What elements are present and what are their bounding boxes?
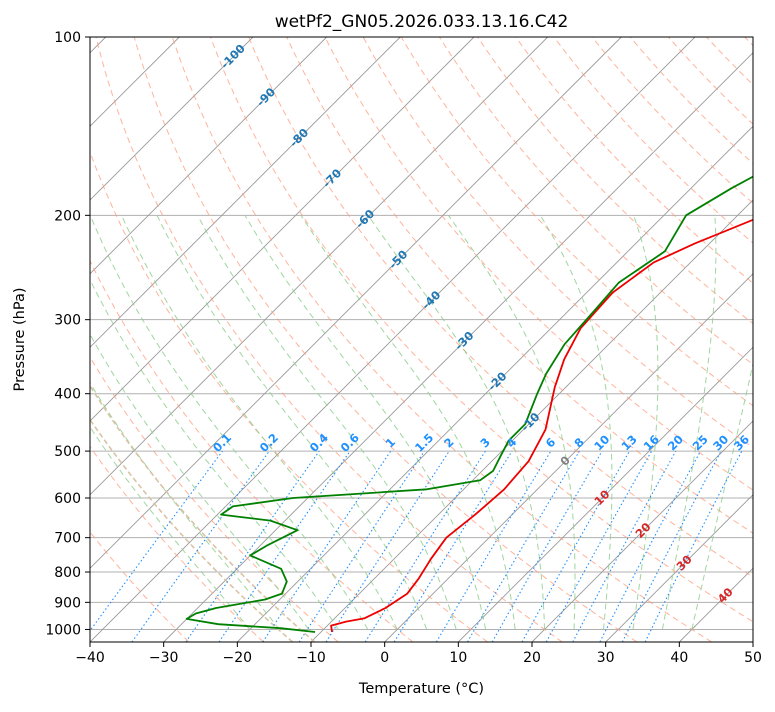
- y-axis-label: Pressure (hPa): [12, 287, 28, 391]
- x-tick-label: −20: [223, 650, 253, 666]
- moist-adiabat-line: [0, 215, 250, 629]
- dry-adiabat-line: [0, 37, 338, 642]
- plot-area: [0, 37, 775, 642]
- mixing-ratio-line: [436, 451, 551, 642]
- y-tick-label: 300: [54, 313, 81, 329]
- mixing-ratio-line: [365, 451, 485, 642]
- zero-isotherm-label: 0: [557, 453, 573, 469]
- mixing-ratio-line: [468, 451, 580, 642]
- moist-adiabat-line: [12, 215, 279, 629]
- dry-adiabat-line: [668, 37, 775, 642]
- y-tick-label: 900: [54, 595, 81, 611]
- x-tick-label: 30: [597, 650, 615, 666]
- dry-adiabat-line: [134, 37, 637, 642]
- x-tick-label: 20: [523, 650, 541, 666]
- isotherm-line: [237, 37, 775, 642]
- dry-adiabat-line: [0, 37, 264, 642]
- isotherm-line: [458, 37, 775, 642]
- isotherm-line: [16, 37, 621, 642]
- isotherm-line: [679, 37, 775, 642]
- mixing-ratio-label: 25: [690, 432, 711, 453]
- mixing-ratio-line: [219, 451, 350, 642]
- plot-frame: [90, 37, 753, 642]
- y-tick-label: 500: [54, 444, 81, 460]
- isotherm-line: [311, 37, 775, 642]
- mixing-ratio-label: 3: [477, 435, 493, 451]
- mixing-ratio-label: 30: [710, 432, 731, 453]
- reference-curve-line: [0, 37, 315, 642]
- isotherm-label: -80: [287, 125, 312, 150]
- mixing-ratio-label: 4: [504, 435, 520, 451]
- mixing-ratio-line: [573, 451, 676, 642]
- x-tick-label: 40: [670, 650, 688, 666]
- isotherm-line: [0, 37, 474, 642]
- dry-adiabat-line: [745, 37, 775, 642]
- dry-adiabat-line: [0, 37, 189, 642]
- x-tick-label: −30: [149, 650, 179, 666]
- y-tick-label: 100: [54, 30, 81, 46]
- x-tick-label: −40: [75, 650, 105, 666]
- dry-adiabat-line: [20, 37, 413, 642]
- isotherm-line: [385, 37, 775, 642]
- dry-adiabat-line: [554, 37, 775, 642]
- mixing-ratio-line: [600, 451, 701, 642]
- chart-title: wetPf2_GN05.2026.033.13.16.C42: [275, 12, 569, 32]
- mixing-ratio-label: 16: [641, 432, 662, 453]
- y-tick-label: 400: [54, 387, 81, 403]
- mixing-ratio-label: 1: [383, 435, 399, 451]
- isotherm-label: -30: [452, 328, 477, 353]
- mixing-ratio-label: 20: [665, 432, 686, 453]
- moist-adiabat-line: [692, 215, 775, 629]
- isotherm-label: -40: [419, 288, 444, 313]
- dry-adiabat-line: [707, 37, 775, 642]
- mixing-ratio-label: 2: [441, 435, 457, 451]
- isotherm-label: -60: [353, 207, 378, 232]
- mixing-ratio-label: 6: [543, 435, 559, 451]
- x-tick-label: 50: [744, 650, 762, 666]
- moist-adiabat-line: [62, 215, 338, 629]
- isotherm-label: -10: [518, 410, 543, 435]
- isotherm-line: [0, 37, 400, 642]
- mixing-ratio-line: [546, 451, 651, 642]
- x-tick-label: −10: [296, 650, 326, 666]
- x-axis-label: Temperature (°C): [358, 681, 484, 697]
- isotherm-line: [90, 37, 695, 642]
- y-tick-label: 600: [54, 491, 81, 507]
- isotherm-line: [753, 37, 775, 642]
- dry-adiabat-line: [516, 37, 775, 642]
- dry-adiabat-line: [478, 37, 775, 642]
- reference-curve-line: [0, 37, 293, 642]
- isotherm-label: -20: [485, 369, 510, 394]
- isotherm-label: -100: [218, 41, 248, 71]
- dewpoint-profile-line: [187, 37, 775, 632]
- mixing-ratio-line: [299, 451, 424, 642]
- x-tick-label: 10: [449, 650, 467, 666]
- moist-adiabat-line: [448, 215, 575, 629]
- isotherm-label: -70: [320, 166, 345, 191]
- y-tick-label: 200: [54, 208, 81, 224]
- dry-adiabat-label: 10: [591, 487, 612, 508]
- mixing-ratio-line: [82, 451, 223, 642]
- isotherm-label: -90: [254, 85, 279, 110]
- moist-adiabat-line: [245, 215, 486, 629]
- mixing-ratio-line: [326, 451, 449, 642]
- mixing-ratio-label: 10: [591, 432, 612, 453]
- y-tick-label: 800: [54, 565, 81, 581]
- y-tick-label: 700: [54, 531, 81, 547]
- dry-adiabat-line: [592, 37, 775, 642]
- mixing-ratio-label: 36: [731, 432, 752, 453]
- y-tick-label: 1000: [45, 622, 81, 638]
- isotherm-line: [0, 37, 327, 642]
- mixing-ratio-label: 8: [571, 435, 587, 451]
- moist-adiabat-line: [633, 215, 658, 629]
- x-tick-label: 0: [380, 650, 389, 666]
